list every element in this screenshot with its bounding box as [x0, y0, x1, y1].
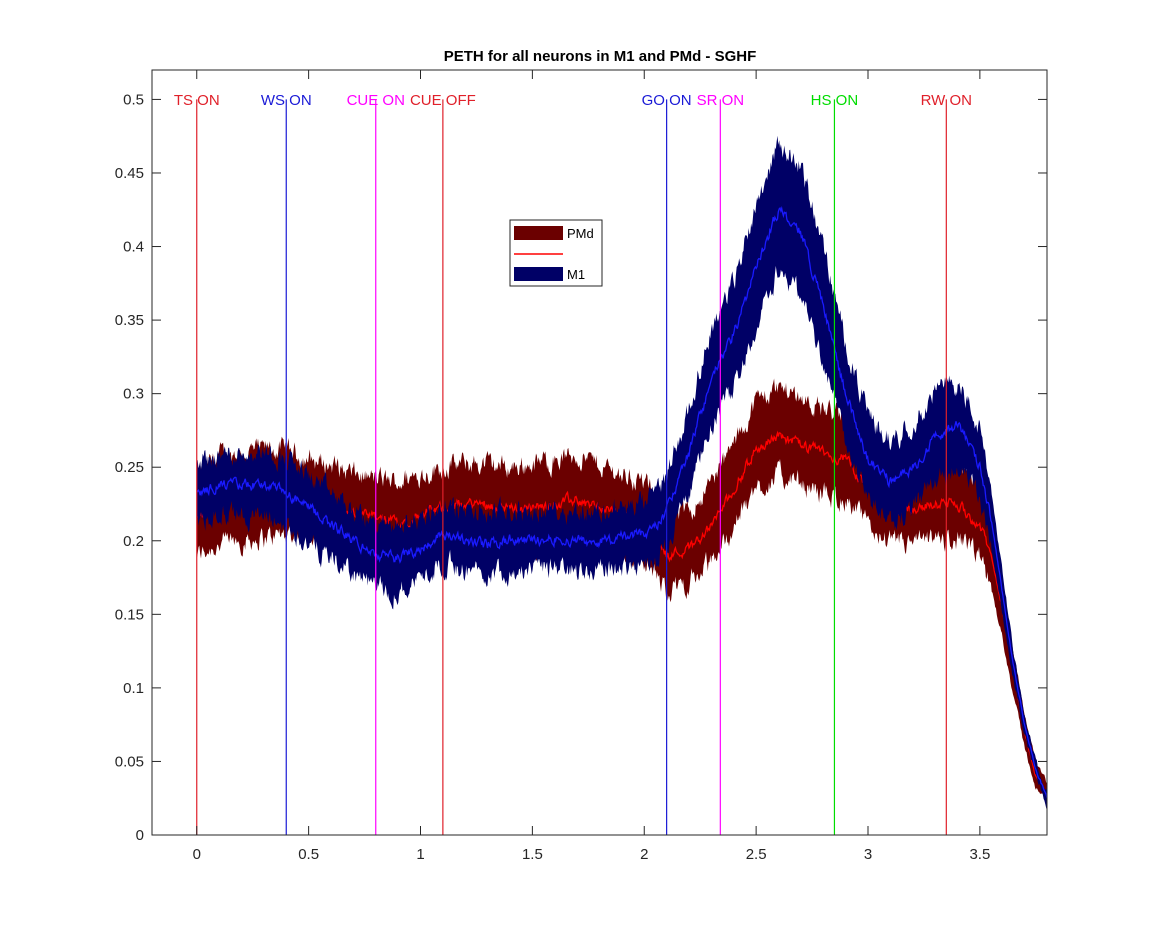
event-label: TS ON: [174, 92, 220, 109]
event-label: CUE ON: [347, 92, 405, 109]
legend: PMd M1: [509, 219, 603, 287]
axes-box: [151, 69, 1048, 836]
x-tick-label: 1.5: [522, 846, 543, 863]
x-tick-label: 3.5: [969, 846, 990, 863]
legend-swatch: [514, 226, 563, 240]
event-label: RW ON: [921, 92, 972, 109]
x-tick-label: 2: [640, 846, 648, 863]
legend-swatch: [514, 267, 563, 281]
event-label: CUE OFF: [410, 92, 476, 109]
mean-line-m1: [196, 205, 1047, 799]
chart-title: PETH for all neurons in M1 and PMd - SGH…: [444, 48, 757, 65]
legend-label: M1: [567, 267, 585, 282]
y-tick-label: 0.2: [123, 533, 144, 550]
y-tick-label: 0.05: [115, 753, 144, 770]
x-tick-label: 3: [864, 846, 872, 863]
y-tick-label: 0.4: [123, 239, 144, 256]
y-tick-label: 0.5: [123, 91, 144, 108]
event-label: GO ON: [642, 92, 692, 109]
y-tick-label: 0.1: [123, 680, 144, 697]
x-tick-label: 1: [416, 846, 424, 863]
x-tick-label: 2.5: [746, 846, 767, 863]
y-tick-label: 0.45: [115, 165, 144, 182]
x-tick-label: 0.5: [298, 846, 319, 863]
y-tick-label: 0.25: [115, 459, 144, 476]
y-tick-label: 0.35: [115, 312, 144, 329]
y-tick-label: 0.15: [115, 606, 144, 623]
legend-label: PMd: [567, 226, 594, 241]
event-label: SR ON: [697, 92, 745, 109]
y-tick-label: 0.3: [123, 386, 144, 403]
y-tick-label: 0: [136, 827, 144, 844]
axes: 0 0.5 1 1.5 2 2.5 3 3.5 0 0.05 0.1 0.15 0.2 0.25 0.3 0.…: [115, 69, 1048, 863]
plot-area: TS ON WS ON CUE ON CUE OFF GO ON SR ON HS ON RW…: [174, 92, 1047, 835]
event-label: HS ON: [811, 92, 859, 109]
event-label: WS ON: [261, 92, 312, 109]
x-tick-label: 0: [193, 846, 201, 863]
